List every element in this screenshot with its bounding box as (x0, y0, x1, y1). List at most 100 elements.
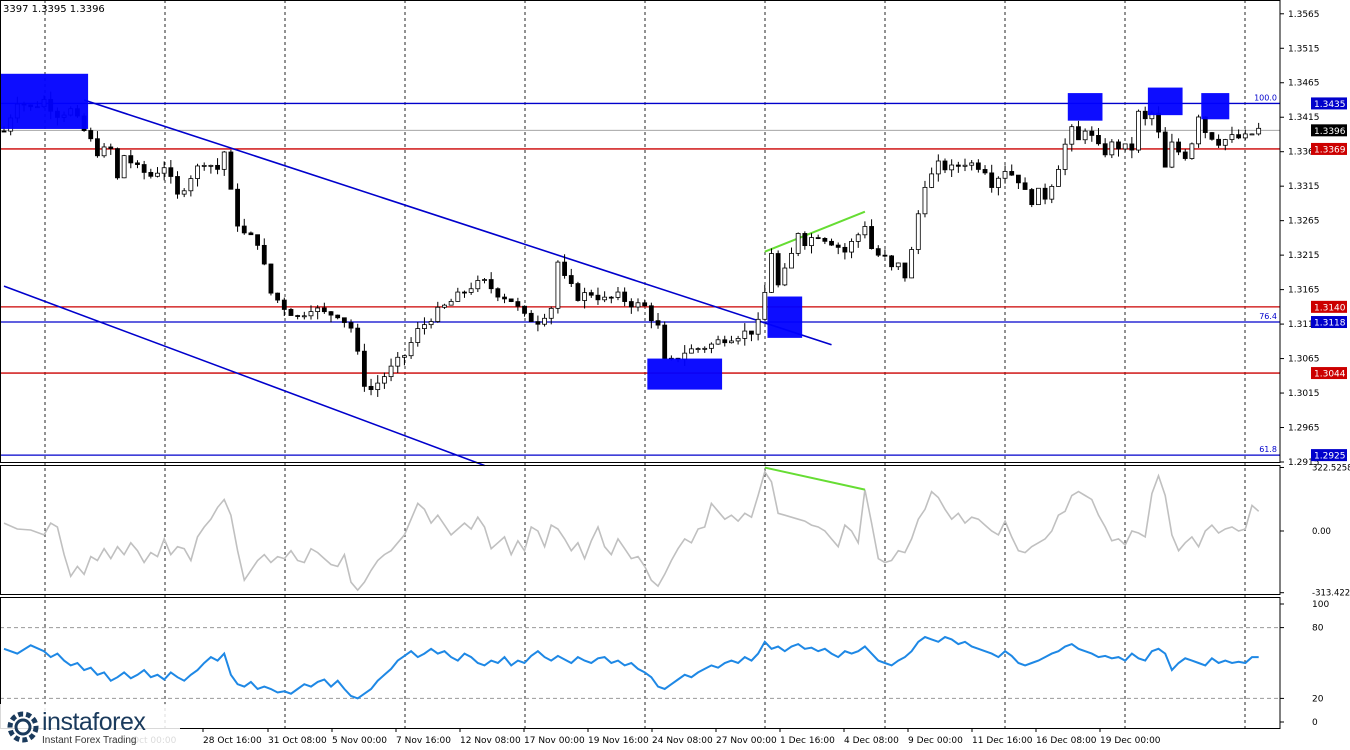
candle-body (175, 176, 180, 195)
candle-body (1, 130, 7, 133)
price-label: 1.3165 (1288, 286, 1320, 296)
rsi-line (3, 635, 1259, 700)
candle-body (381, 376, 387, 384)
price-label: 1.3065 (1288, 355, 1320, 365)
price-label: 1.3415 (1288, 113, 1320, 123)
level-tag-label: 1.3140 (1314, 303, 1346, 313)
candle-body (949, 164, 955, 171)
candle-body (215, 164, 220, 170)
candle-body (115, 148, 120, 179)
time-label: 1 Dec 16:00 (780, 736, 835, 746)
candle-body (1236, 134, 1242, 139)
candle-body (662, 324, 668, 359)
candle-body (155, 172, 160, 177)
time-label: 12 Nov 08:00 (460, 736, 521, 746)
candle-body (522, 305, 527, 314)
candle-body (742, 330, 748, 339)
candle-body (1156, 112, 1161, 133)
time-label: 16 Dec 08:00 (1036, 736, 1097, 746)
candle-body (1176, 141, 1181, 153)
candle-body (508, 298, 514, 302)
time-label: 27 Nov 00:00 (716, 736, 777, 746)
candle-body (1136, 110, 1141, 151)
price-label: 1.3115 (1288, 320, 1320, 330)
highlight-box (1067, 93, 1103, 121)
time-label: 19 Dec 00:00 (1100, 736, 1161, 746)
candle-body (815, 237, 821, 239)
candle-body (555, 261, 561, 309)
time-label: 9 Dec 00:00 (908, 736, 963, 746)
candle-body (582, 292, 588, 301)
trend-line (764, 210, 866, 253)
candle-body (809, 237, 814, 247)
candle-body (1256, 127, 1262, 135)
candle-body (1202, 116, 1208, 133)
trend-line (3, 285, 485, 467)
fib-label: 61.8 (1259, 445, 1277, 454)
candle-body (1102, 143, 1108, 156)
brand-tagline: Instant Forex Trading (42, 735, 137, 746)
candle-body (1022, 182, 1028, 190)
candle-body (595, 294, 601, 301)
candle-body (1209, 132, 1215, 140)
candle-body (1089, 130, 1095, 136)
candle-body (1129, 143, 1135, 151)
pane-border (0, 0, 1281, 463)
vertical-grid (44, 0, 1246, 728)
candle-body (1029, 189, 1035, 206)
candle-body (1062, 143, 1068, 170)
candle-body (602, 296, 608, 301)
candle-body (195, 165, 200, 179)
candle-body (488, 279, 494, 290)
candle-body (1142, 110, 1148, 120)
candle-body (895, 262, 901, 268)
level-tag-label: 1.3435 (1314, 100, 1346, 110)
rsi-pane: 100 80 20 0 (0, 600, 1329, 728)
candle-body (308, 311, 314, 317)
candle-body (422, 324, 427, 329)
candle-body (1196, 116, 1201, 145)
cci-pane: 322.5258 0.00 -313.4224 (3, 463, 1350, 599)
candle-body (869, 226, 874, 250)
candle-body (842, 246, 848, 253)
candle-body (442, 304, 447, 308)
candle-body (1182, 151, 1188, 159)
fib-label: 100.0 (1254, 93, 1277, 102)
level-tag-label: 1.3044 (1314, 370, 1346, 380)
candle-body (822, 238, 828, 242)
price-levels: 100.0 76.4 61.8 (0, 93, 1280, 456)
divergence-line (764, 466, 866, 491)
trend-line (83, 99, 832, 346)
candle-body (1242, 133, 1248, 139)
candle-body (782, 267, 788, 286)
candle-body (722, 339, 728, 344)
price-label: 1.3315 (1288, 182, 1320, 192)
level-tag (1311, 316, 1347, 329)
candle-body (715, 339, 721, 345)
candle-body (408, 342, 414, 357)
candle-body (902, 262, 908, 279)
candle-body (301, 315, 307, 318)
candle-body (962, 164, 968, 167)
candle-body (288, 309, 294, 316)
candle-body (335, 314, 341, 319)
candle-body (148, 172, 154, 177)
pane-frames (0, 0, 1281, 729)
candle-body (789, 252, 794, 269)
candle-body (729, 340, 734, 344)
candle-body (168, 167, 174, 177)
candle-body (468, 288, 474, 293)
candle-body (955, 164, 961, 167)
highlight-box (0, 73, 89, 129)
price-label: 1.3265 (1288, 217, 1320, 227)
cci-line (3, 470, 1260, 592)
candle-body (975, 162, 981, 170)
price-label: 1.3465 (1288, 79, 1320, 89)
level-tag-label: 1.2925 (1314, 452, 1346, 462)
time-label: 19 Nov 16:00 (588, 736, 649, 746)
candle-body (1229, 134, 1235, 140)
candle-body (862, 226, 868, 236)
candle-body (635, 302, 641, 308)
candle-body (281, 299, 287, 310)
candle-body (608, 296, 614, 299)
